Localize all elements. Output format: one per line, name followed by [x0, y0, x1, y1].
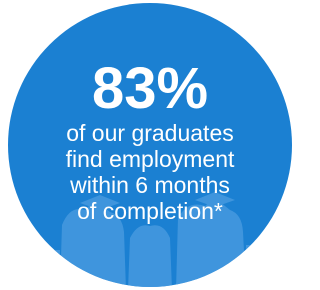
stat-badge: 83% of our graduates find employment wit… [0, 0, 299, 290]
page: {"stat": {"value": "83%", "lines": ["of … [0, 0, 299, 290]
stat-text-line: within 6 months [69, 172, 230, 198]
stat-value: 83% [92, 56, 208, 121]
stat-text-line: find employment [66, 146, 235, 172]
stat-text-line: of completion* [77, 198, 223, 224]
stat-text-line: of our graduates [66, 120, 234, 146]
